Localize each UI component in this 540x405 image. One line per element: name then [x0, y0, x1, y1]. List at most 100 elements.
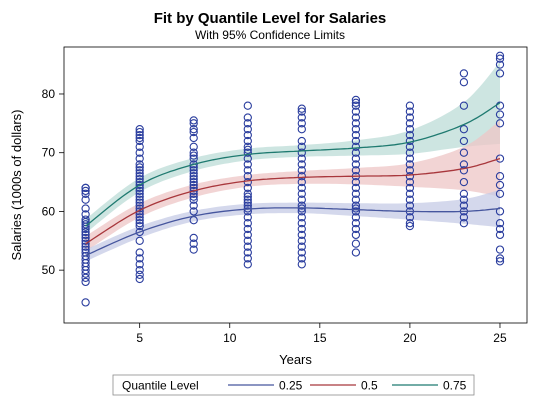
x-axis-label: Years [279, 352, 312, 367]
data-point [405, 142, 415, 151]
data-point [405, 125, 415, 134]
data-point [351, 107, 361, 116]
data-point [243, 242, 252, 251]
data-point [135, 195, 144, 204]
data-point [459, 136, 469, 146]
data-point [297, 104, 306, 113]
data-point [81, 210, 90, 219]
data-point [351, 125, 361, 134]
data-point [495, 219, 505, 228]
data-point [189, 174, 198, 184]
data-point [135, 189, 144, 198]
data-point [189, 160, 198, 169]
data-point [189, 119, 198, 128]
legend-label-0.25: 0.25 [279, 379, 303, 393]
data-point [243, 195, 252, 204]
data-point [81, 189, 90, 198]
data-point [351, 195, 361, 204]
data-point [243, 198, 252, 207]
data-point [135, 201, 144, 210]
data-point [459, 101, 469, 110]
data-point [189, 239, 198, 248]
data-point [189, 166, 198, 175]
data-point [495, 254, 505, 263]
data-point [81, 183, 90, 193]
data-point [405, 166, 415, 175]
data-point [81, 251, 90, 261]
data-point [495, 51, 505, 60]
data-point [243, 145, 252, 154]
data-point [189, 154, 198, 163]
data-point [135, 186, 144, 196]
data-point [351, 166, 361, 175]
data-point [459, 148, 469, 157]
data-point [459, 125, 469, 134]
data-point [81, 220, 90, 229]
data-point [243, 148, 252, 157]
data-point [243, 219, 252, 228]
data-point [189, 189, 198, 198]
data-point [459, 166, 469, 175]
data-point [297, 189, 306, 198]
data-point [297, 254, 306, 263]
data-point [135, 260, 144, 269]
data-point [189, 233, 198, 243]
data-point [459, 201, 469, 210]
data-point [351, 219, 361, 228]
data-point [243, 119, 252, 128]
data-point [459, 195, 469, 204]
data-point [135, 163, 144, 172]
data-point [405, 113, 415, 122]
fit-line-0.75 [85, 102, 501, 227]
data-point [459, 177, 469, 187]
data-point [459, 69, 469, 78]
data-point [135, 127, 144, 137]
data-point [135, 254, 144, 263]
data-point [459, 78, 469, 87]
data-point [243, 213, 252, 222]
data-point [81, 248, 90, 257]
data-point [81, 245, 90, 254]
x-axis: 5 10 15 20 25 [136, 323, 507, 345]
data-point [405, 160, 415, 169]
data-point [135, 154, 144, 163]
data-point [351, 224, 361, 234]
data-point [135, 174, 144, 184]
data-point [135, 219, 144, 228]
data-point [405, 177, 415, 187]
data-point [495, 257, 505, 266]
data-point [351, 207, 361, 216]
data-point [297, 260, 306, 269]
data-point [351, 239, 361, 248]
data-point [243, 230, 252, 240]
legend-label-0.5: 0.5 [361, 379, 378, 393]
data-point [135, 125, 144, 134]
data-point [135, 216, 144, 225]
data-point [189, 195, 198, 204]
data-point [405, 221, 415, 231]
data-point [297, 213, 306, 222]
data-point [243, 101, 252, 110]
confidence-band-0.25 [85, 189, 500, 262]
data-point [81, 195, 90, 204]
data-point [81, 239, 90, 248]
legend-items: 0.25 0.5 0.75 [228, 379, 467, 393]
data-point [243, 172, 252, 181]
data-point [495, 60, 505, 69]
data-point [135, 192, 144, 201]
data-point [351, 248, 361, 257]
data-point [297, 183, 306, 193]
data-point [405, 183, 415, 193]
data-point [189, 207, 198, 216]
data-point [351, 130, 361, 140]
data-point [243, 248, 252, 257]
data-point [495, 54, 505, 63]
legend-label-0.75: 0.75 [443, 379, 467, 393]
data-point [351, 148, 361, 157]
data-point [189, 125, 198, 134]
data-point [81, 215, 90, 224]
data-point [135, 265, 144, 275]
data-point [135, 142, 144, 151]
data-point [351, 230, 361, 240]
data-point [135, 236, 144, 245]
